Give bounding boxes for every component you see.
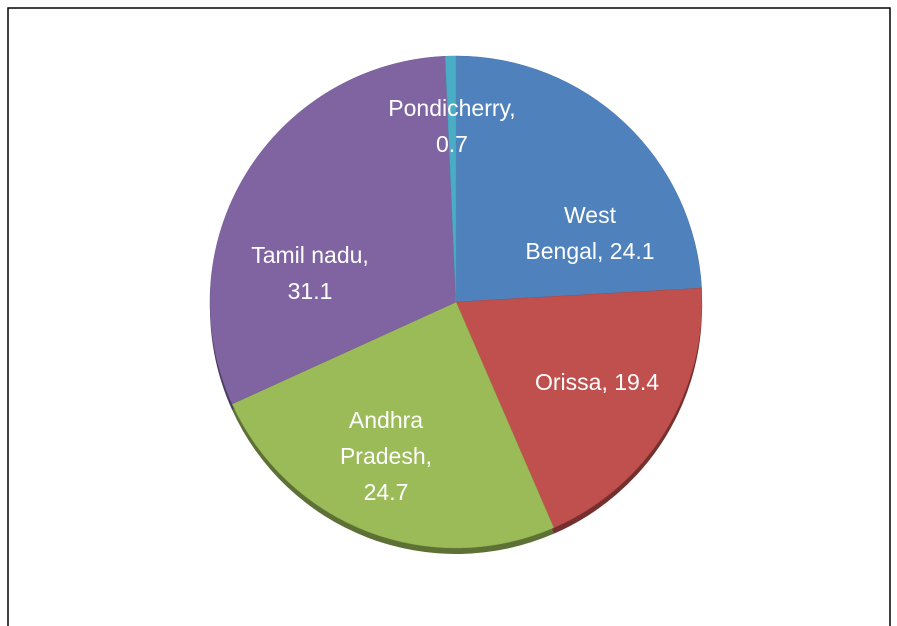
data-label: Andhra Pradesh, 24.7 xyxy=(340,407,432,505)
data-labels: West Bengal, 24.1 Orissa, 19.4 Andhra Prades… xyxy=(251,95,659,505)
data-label: Pondicherry, 0.7 xyxy=(388,95,515,157)
chart-frame xyxy=(7,7,891,626)
slice xyxy=(455,287,703,529)
data-label: Tamil nadu, 31.1 xyxy=(251,242,369,304)
slice xyxy=(455,55,702,303)
data-label: West Bengal, 24.1 xyxy=(525,202,654,264)
pie xyxy=(209,55,703,549)
slice xyxy=(209,55,457,405)
slice xyxy=(231,301,555,549)
data-label: Orissa, 19.4 xyxy=(535,369,659,395)
slice xyxy=(444,55,457,303)
